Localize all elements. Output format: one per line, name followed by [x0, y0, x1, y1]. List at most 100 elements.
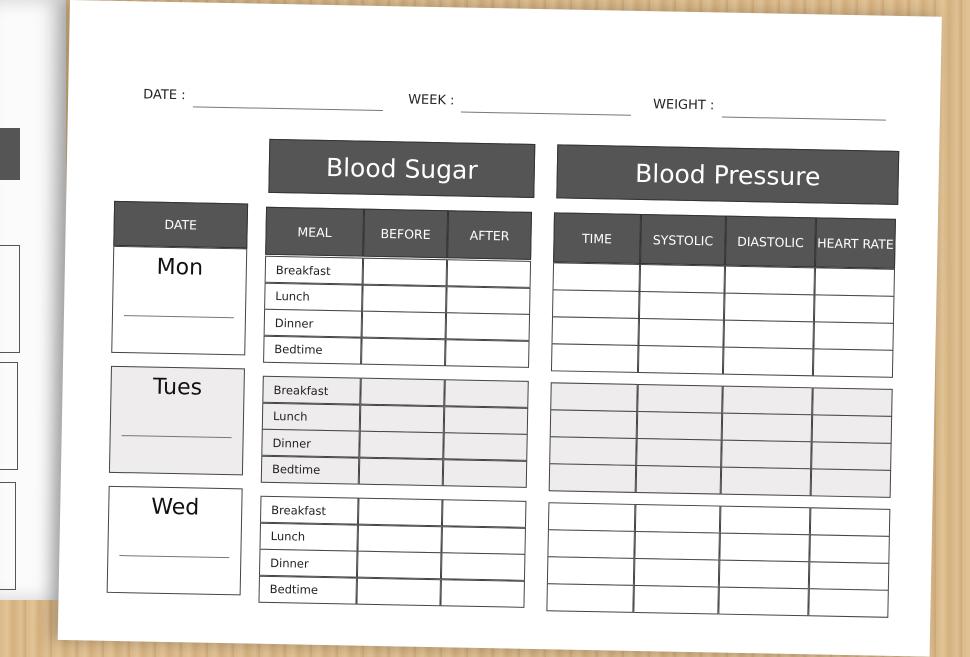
entry-cell [810, 468, 892, 498]
logbook-page: DATE : WEEK : WEIGHT : Blood Sugar Blood Pre… [57, 0, 942, 657]
entry-cell [356, 577, 441, 606]
entry-cell [550, 382, 638, 412]
entry-cell [718, 559, 810, 590]
entry-cell [718, 586, 809, 617]
entry-cell [359, 430, 444, 460]
entry-cell [637, 344, 724, 375]
entry-cell [440, 552, 526, 581]
entry-cell [723, 319, 814, 350]
entry-cell [546, 556, 635, 586]
section-title: Blood Sugar [268, 138, 536, 198]
entry-cell [809, 507, 891, 537]
meal-cell: Lunch [264, 282, 363, 312]
photo: DATE : WEEK : WEIGHT : Blood Sugar Blood Pre… [0, 0, 970, 618]
field-label: WEEK : [407, 92, 455, 109]
meal-cell: Lunch [261, 402, 361, 432]
entry-cell [442, 458, 528, 488]
entry-cell [441, 525, 526, 555]
entry-cell [548, 463, 637, 493]
entry-cell [633, 557, 720, 588]
entry-cell [443, 405, 529, 435]
entry-cell [359, 404, 445, 433]
entry-cell [814, 267, 895, 297]
entry-cell [721, 439, 812, 470]
entry-cell [811, 414, 893, 444]
section-title: Blood Pressure [556, 144, 900, 205]
column-header: DATE [113, 200, 249, 249]
entry-cell [547, 502, 636, 532]
entry-cell [546, 583, 634, 613]
entry-cell [362, 284, 447, 313]
entry-cell [812, 387, 893, 417]
entry-cell [444, 379, 529, 408]
entry-cell [637, 383, 723, 414]
entry-cell [358, 457, 444, 486]
day-name: Tues [152, 374, 203, 401]
entry-cell [549, 436, 637, 466]
entry-cell [638, 317, 724, 348]
entry-cell [357, 497, 443, 527]
entry-cell [813, 294, 895, 324]
entry-cell [719, 505, 811, 536]
entry-cell [446, 259, 532, 288]
entry-cell [361, 310, 447, 340]
meal-cell: Breakfast [262, 375, 361, 405]
meal-cell: Dinner [258, 548, 358, 578]
entry-cell [635, 464, 722, 495]
field-label: WEIGHT : [652, 97, 715, 114]
entry-cell [639, 263, 726, 294]
entry-cell [722, 385, 813, 416]
entry-cell [440, 578, 525, 608]
field-line [460, 111, 631, 116]
meal-cell: Dinner [261, 428, 360, 458]
column-header: TIME [553, 212, 641, 264]
entry-cell [811, 441, 892, 471]
entry-cell [550, 343, 639, 373]
column-header: DIASTOLIC [725, 215, 816, 268]
meal-cell: Bedtime [260, 455, 360, 485]
entry-cell [634, 503, 721, 534]
entry-cell [360, 377, 445, 407]
entry-cell [634, 530, 720, 561]
field-line [721, 116, 886, 121]
meal-cell: Breakfast [259, 495, 359, 525]
entry-cell [638, 290, 725, 321]
entry-cell [549, 409, 638, 439]
entry-cell [551, 316, 640, 346]
entry-cell [636, 437, 722, 468]
previous-page [0, 0, 66, 600]
column-header: BEFORE [363, 208, 449, 259]
entry-cell [722, 346, 814, 377]
entry-cell [636, 410, 723, 441]
entry-cell [356, 550, 442, 580]
entry-cell [445, 312, 531, 341]
entry-cell [808, 588, 889, 618]
entry-cell [812, 348, 894, 378]
day-name: Wed [151, 494, 200, 521]
entry-cell [443, 432, 528, 461]
entry-cell [721, 412, 813, 443]
meal-cell: Breakfast [264, 255, 364, 285]
entry-cell [446, 285, 531, 315]
field-label: DATE : [143, 87, 186, 104]
field-line [192, 106, 383, 112]
column-header: AFTER [447, 210, 533, 260]
entry-cell [724, 265, 816, 296]
entry-cell [723, 292, 815, 323]
meal-cell: Dinner [263, 308, 363, 338]
column-header: HEART RATE [815, 217, 896, 269]
meal-cell: Bedtime [263, 335, 362, 365]
entry-cell [361, 337, 446, 366]
entry-cell [362, 257, 448, 287]
entry-cell [809, 534, 890, 564]
entry-cell [445, 338, 530, 368]
column-header: SYSTOLIC [640, 214, 726, 266]
day-name: Mon [156, 254, 204, 281]
entry-cell [552, 262, 641, 292]
meal-cell: Lunch [259, 522, 358, 552]
column-header: MEAL [265, 206, 365, 257]
entry-cell [357, 524, 442, 553]
entry-cell [441, 499, 527, 528]
entry-cell [719, 532, 810, 563]
entry-cell [547, 529, 635, 559]
